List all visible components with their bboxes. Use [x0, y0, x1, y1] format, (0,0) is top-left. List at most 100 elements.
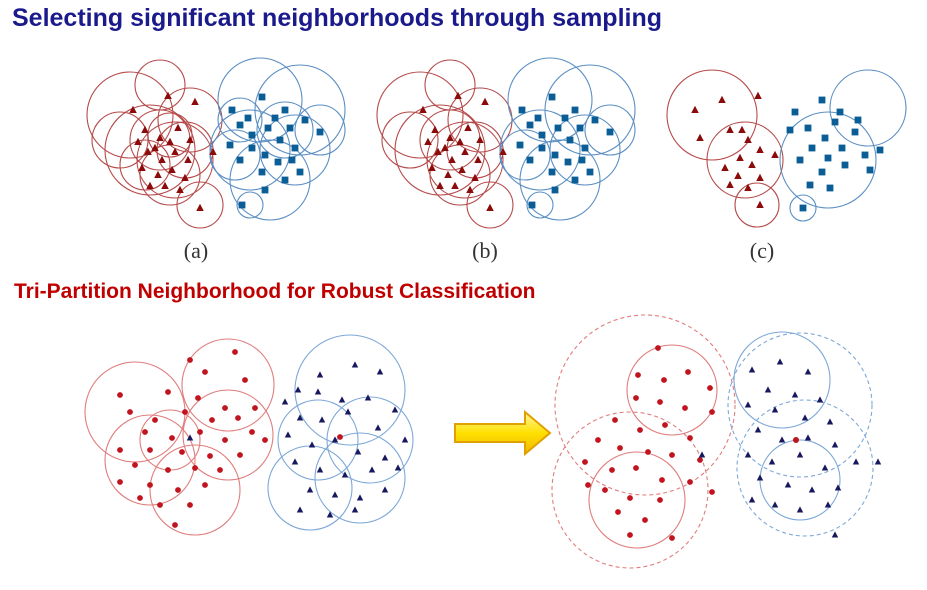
square-point — [838, 144, 846, 152]
neighborhood-circle — [376, 71, 464, 159]
triangle-point — [146, 181, 154, 189]
square-point — [291, 144, 299, 152]
triangle-point — [284, 431, 292, 438]
square-point — [258, 93, 266, 101]
dot-point — [235, 415, 241, 421]
square-point — [286, 124, 294, 132]
square-point — [518, 106, 526, 114]
neighborhood-circle — [84, 361, 186, 463]
square-point — [606, 128, 614, 136]
triangle-point — [801, 414, 809, 421]
square-point — [571, 176, 579, 184]
triangle-point — [726, 125, 734, 133]
neighborhood-circle — [294, 104, 346, 156]
triangle-point — [401, 436, 409, 443]
dot-point — [612, 417, 618, 423]
triangle-point — [744, 183, 752, 191]
square-point — [301, 116, 309, 124]
dot-point — [707, 385, 713, 391]
neighborhood-circle — [584, 104, 636, 156]
neighborhood-diagram-before — [84, 334, 414, 536]
square-point — [836, 108, 844, 116]
triangle-point — [461, 147, 469, 155]
triangle-point — [376, 368, 384, 375]
triangle-point — [176, 185, 184, 193]
triangle-point — [804, 434, 812, 441]
square-point — [236, 156, 244, 164]
triangle-point — [734, 171, 742, 179]
neighborhood-circle — [733, 331, 831, 429]
triangle-point — [481, 97, 489, 105]
triangle-point — [486, 203, 494, 211]
triangle-point — [296, 414, 304, 421]
dot-point — [627, 532, 633, 538]
triangle-point — [196, 203, 204, 211]
triangle-point — [771, 406, 779, 413]
triangle-point — [158, 155, 166, 163]
triangle-point — [744, 451, 752, 458]
square-point — [566, 136, 574, 144]
dot-point — [142, 429, 148, 435]
dot-point — [637, 427, 643, 433]
square-point — [876, 146, 884, 154]
neighborhood-circle — [727, 332, 873, 478]
square-point — [236, 121, 244, 129]
triangle-point — [771, 501, 779, 508]
dot-point — [793, 437, 799, 443]
square-point — [799, 204, 807, 212]
triangle-point — [834, 484, 842, 491]
dot-point — [187, 502, 193, 508]
triangle-point — [174, 123, 182, 131]
neighborhood-circle — [147, 112, 193, 158]
triangle-point — [186, 434, 194, 441]
triangle-point — [326, 511, 334, 518]
square-point — [796, 156, 804, 164]
triangle-point — [306, 486, 314, 493]
neighborhood-circle — [789, 194, 817, 222]
dot-point — [179, 449, 185, 455]
triangle-point — [824, 501, 832, 508]
neighborhood-circle — [779, 111, 877, 209]
triangle-point — [381, 454, 389, 461]
triangle-point — [364, 394, 372, 401]
triangle-point — [874, 458, 882, 465]
dot-point — [662, 422, 668, 428]
triangle-point — [394, 464, 402, 471]
square-point — [238, 201, 246, 209]
neighborhood-circle — [119, 139, 171, 191]
dot-point — [172, 522, 178, 528]
triangle-point — [748, 366, 756, 373]
dot-point — [147, 482, 153, 488]
triangle-point — [791, 391, 799, 398]
dot-point — [657, 399, 663, 405]
dot-point — [682, 405, 688, 411]
triangle-point — [138, 163, 146, 171]
neighborhood-circle — [86, 71, 174, 159]
dot-point — [709, 489, 715, 495]
square-point — [576, 124, 584, 132]
square-point — [248, 144, 256, 152]
triangle-point — [744, 401, 752, 408]
triangle-point — [181, 173, 189, 181]
neighborhood-circle — [507, 57, 593, 143]
neighborhood-circle — [446, 121, 504, 179]
dot-point — [262, 437, 268, 443]
dot-point — [661, 377, 667, 383]
square-point — [534, 114, 542, 122]
triangle-point — [821, 464, 829, 471]
neighborhood-circle — [236, 191, 264, 219]
neighborhood-circle — [104, 104, 196, 196]
dot-point — [222, 405, 228, 411]
square-point — [288, 156, 296, 164]
dot-point — [582, 459, 588, 465]
triangle-point — [344, 408, 352, 415]
triangle-point — [308, 441, 316, 448]
panel-b-label: (b) — [472, 238, 498, 263]
triangle-point — [161, 181, 169, 189]
neighborhood-circle — [104, 414, 196, 506]
neighborhood-circle — [314, 432, 406, 524]
triangle-point — [134, 137, 142, 145]
triangle-point — [209, 147, 217, 155]
square-point — [586, 168, 594, 176]
triangle-point — [852, 458, 860, 465]
